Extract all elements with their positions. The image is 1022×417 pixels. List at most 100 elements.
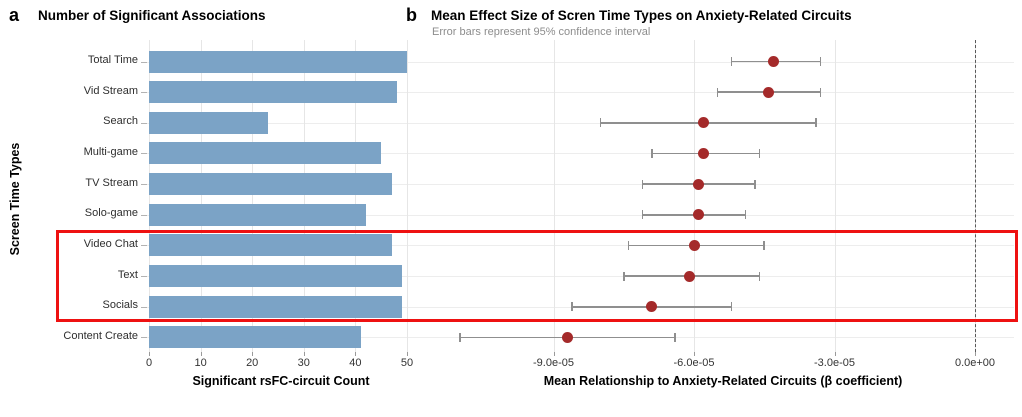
error-bar-cap (819, 57, 822, 66)
axis-tick-mark (252, 352, 254, 356)
x-tick-label: 0.0e+00 (954, 357, 996, 369)
axis-tick-mark (975, 352, 976, 356)
axis-tick-mark (141, 337, 147, 339)
grid-line-vertical (407, 40, 408, 352)
row-label: TV Stream (85, 176, 138, 189)
mean-point (763, 86, 775, 98)
x-tick-label: 20 (246, 357, 259, 369)
axis-tick-mark (149, 352, 150, 356)
axis-tick-mark (834, 352, 836, 356)
error-bar-cap (674, 332, 677, 342)
error-bar-cap (744, 210, 747, 220)
row-label: Text (117, 268, 138, 281)
bar (149, 173, 392, 196)
x-tick-label: 40 (349, 357, 362, 369)
mean-point (683, 270, 695, 282)
bar (149, 234, 392, 257)
error-bar-cap (571, 302, 574, 312)
axis-tick-mark (407, 352, 408, 356)
row-label: Socials (102, 299, 138, 312)
mean-point (693, 178, 705, 190)
row-label: Vid Stream (83, 84, 138, 97)
axis-tick-mark (141, 61, 147, 63)
mean-point (697, 117, 709, 129)
mean-point (768, 56, 780, 67)
x-tick-label: 0 (145, 357, 153, 369)
axis-tick-mark (141, 122, 147, 124)
panel-b-letter: b (406, 5, 417, 25)
bar (149, 265, 402, 288)
error-bar-cap (763, 240, 766, 250)
x-tick-label: -9.0e-05 (533, 357, 574, 369)
axis-tick-mark (141, 306, 147, 308)
bar (149, 81, 397, 104)
mean-point (693, 209, 705, 221)
bar (149, 50, 407, 73)
axis-tick-mark (553, 352, 555, 356)
grid-line-vertical (200, 40, 202, 352)
error-bar-cap (716, 87, 719, 97)
error-bar-cap (641, 210, 644, 220)
axis-tick-mark (141, 92, 147, 94)
panel-a-x-axis-title: Significant rsFC-circuit Count (192, 374, 370, 388)
x-tick-label: 10 (194, 357, 207, 369)
error-bar-cap (627, 240, 630, 250)
row-label: Content Create (63, 329, 138, 342)
grid-line-vertical (303, 40, 305, 352)
x-tick-label: 30 (297, 357, 310, 369)
error-bar-cap (758, 271, 761, 281)
mean-point (562, 331, 574, 343)
error-bar-cap (758, 148, 761, 158)
error-bar-cap (754, 179, 756, 189)
panel-a-letter: a (9, 5, 20, 25)
row-label: Total Time (87, 54, 138, 66)
grid-line-horizontal (433, 337, 1014, 339)
x-tick-label: -6.0e-05 (673, 357, 715, 369)
error-bar-cap (814, 118, 817, 128)
row-label: Video Chat (83, 237, 138, 250)
axis-tick-mark (141, 153, 147, 155)
axis-tick-mark (355, 352, 357, 356)
error-bar-cap (459, 332, 461, 342)
error-bar-cap (730, 302, 733, 312)
axis-tick-mark (303, 352, 305, 356)
mean-point (688, 239, 700, 251)
grid-line-vertical (834, 40, 836, 352)
error-bar-cap (599, 118, 602, 128)
grid-line-vertical (355, 40, 357, 352)
row-label: Search (103, 115, 138, 128)
error-bar-cap (651, 148, 653, 158)
error-bar-cap (641, 179, 644, 189)
axis-tick-mark (694, 352, 695, 356)
zero-reference-line (975, 40, 976, 352)
panel-b-x-axis-title: Mean Relationship to Anxiety-Related Cir… (543, 374, 903, 388)
axis-tick-mark (141, 276, 147, 278)
axis-tick-mark (200, 352, 202, 356)
x-tick-label: 50 (400, 357, 414, 369)
panel-a-title: Number of Significant Associations (38, 8, 266, 23)
row-label: Multi-game (83, 145, 138, 158)
bar (149, 111, 268, 134)
grid-line-vertical (694, 40, 695, 352)
axis-tick-mark (141, 245, 147, 247)
highlight-box (56, 230, 1018, 323)
grid-line-vertical (149, 40, 150, 352)
grid-line-vertical (252, 40, 254, 352)
error-bar-cap (819, 87, 822, 97)
grid-line-horizontal (433, 61, 1014, 63)
grid-line-horizontal (143, 122, 433, 124)
bar (149, 295, 402, 318)
bar (149, 203, 366, 226)
error-bar-cap (730, 57, 733, 66)
bar (149, 326, 361, 349)
mean-point (646, 301, 658, 313)
x-tick-label: -3.0e-05 (814, 357, 855, 369)
panel-b-subtitle: Error bars represent 95% confidence inte… (432, 26, 651, 38)
mean-point (697, 147, 709, 159)
grid-line-vertical (553, 40, 555, 352)
bar (149, 142, 382, 165)
row-label: Solo-game (84, 207, 138, 220)
axis-tick-mark (141, 214, 147, 216)
